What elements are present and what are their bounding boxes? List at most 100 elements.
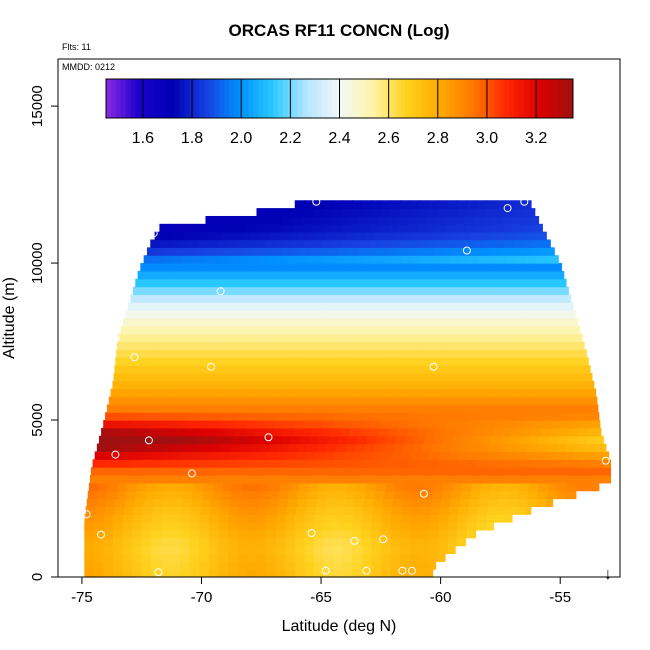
heatmap-cell xyxy=(502,467,513,476)
heatmap-cell xyxy=(309,474,321,484)
heatmap-cell xyxy=(239,255,250,264)
heatmap-cell xyxy=(205,215,216,225)
heatmap-cell xyxy=(363,255,374,264)
heatmap-cell xyxy=(159,239,171,248)
heatmap-cell xyxy=(155,482,166,492)
flight-point xyxy=(379,535,388,544)
heatmap-cell xyxy=(563,286,569,296)
heatmap-cell xyxy=(142,286,153,296)
heatmap-cell xyxy=(338,302,349,311)
heatmap-cell xyxy=(170,420,181,429)
heatmap-cell xyxy=(274,223,285,233)
heatmap-cell xyxy=(341,263,352,272)
heatmap-cell xyxy=(373,498,384,507)
heatmap-cell xyxy=(585,404,596,413)
heatmap-cell xyxy=(410,451,421,460)
heatmap-cell xyxy=(464,325,476,335)
heatmap-cell xyxy=(438,200,449,209)
heatmap-cell xyxy=(525,451,536,460)
heatmap-cell xyxy=(340,388,351,398)
heatmap-cell xyxy=(144,443,155,453)
heatmap-cell xyxy=(558,396,569,405)
colorbar-swatch xyxy=(263,79,269,118)
heatmap-cell xyxy=(570,294,572,303)
heatmap-cell xyxy=(541,325,552,335)
heatmap-cell xyxy=(447,522,458,531)
heatmap-cell xyxy=(379,223,390,233)
heatmap-cell xyxy=(542,380,554,390)
heatmap-cell xyxy=(122,522,133,531)
heatmap-cell xyxy=(266,514,277,523)
heatmap-cell xyxy=(490,341,501,350)
heatmap-cell xyxy=(151,318,162,327)
heatmap-cell xyxy=(108,396,119,405)
heatmap-cell xyxy=(494,223,505,233)
heatmap-cell xyxy=(208,529,219,539)
heatmap-cell xyxy=(537,341,549,350)
heatmap-cell xyxy=(250,349,261,358)
heatmap-cell xyxy=(505,372,516,382)
heatmap-cell xyxy=(251,482,262,492)
heatmap-cell xyxy=(518,404,529,413)
heatmap-cell xyxy=(415,215,427,225)
heatmap-cell xyxy=(197,263,208,272)
heatmap-cell xyxy=(324,286,335,296)
heatmap-cell xyxy=(424,270,435,280)
heatmap-cell xyxy=(537,404,548,413)
heatmap-cell xyxy=(396,215,407,225)
heatmap-cell xyxy=(520,474,531,484)
heatmap-cell xyxy=(285,545,296,555)
heatmap-cell xyxy=(234,388,246,398)
heatmap-cell xyxy=(134,498,145,507)
heatmap-cell xyxy=(561,263,562,272)
heatmap-cell xyxy=(534,451,545,460)
flight-point xyxy=(130,353,139,362)
heatmap-cell xyxy=(584,443,595,453)
heatmap-cell xyxy=(529,270,541,280)
heatmap-cell xyxy=(353,506,364,515)
colorbar-tick-label: 2.2 xyxy=(279,130,301,147)
heatmap-cell xyxy=(151,545,162,555)
heatmap-cell xyxy=(130,325,141,335)
heatmap-cell xyxy=(142,372,153,382)
heatmap-cell xyxy=(204,474,215,484)
heatmap-cell xyxy=(519,482,530,492)
heatmap-cell xyxy=(170,561,181,570)
heatmap-cell xyxy=(255,239,266,248)
heatmap-cell xyxy=(539,270,550,280)
heatmap-cell xyxy=(520,270,531,280)
heatmap-cell xyxy=(565,349,576,358)
heatmap-cell xyxy=(139,427,150,437)
colorbar-swatch xyxy=(415,79,422,118)
heatmap-cell xyxy=(443,396,454,405)
heatmap-cell xyxy=(170,569,181,578)
heatmap-cell xyxy=(185,333,196,343)
heatmap-cell xyxy=(247,451,258,460)
heatmap-cell xyxy=(316,443,328,453)
heatmap-cell xyxy=(141,569,152,578)
heatmap-cell xyxy=(258,412,269,421)
colorbar-swatch xyxy=(302,79,309,118)
heatmap-cell xyxy=(171,372,182,382)
heatmap-cell xyxy=(285,522,296,531)
colorbar-swatch xyxy=(410,79,417,118)
heatmap-cell xyxy=(523,239,534,248)
heatmap-cell xyxy=(208,537,219,547)
flight-point xyxy=(154,568,163,577)
heatmap-cell xyxy=(536,310,548,319)
heatmap-cell xyxy=(427,223,438,233)
heatmap-cell xyxy=(179,545,191,555)
heatmap-cell xyxy=(387,215,398,225)
heatmap-cell xyxy=(321,325,332,335)
heatmap-cell xyxy=(332,420,343,429)
heatmap-cell xyxy=(265,239,276,248)
heatmap-cell xyxy=(233,474,244,484)
heatmap-cell xyxy=(269,404,280,413)
heatmap-cell xyxy=(409,529,420,539)
heatmap-cell xyxy=(314,318,325,327)
heatmap-cell xyxy=(326,231,337,241)
heatmap-cell xyxy=(246,569,258,578)
heatmap-cell xyxy=(136,341,147,350)
heatmap-cell xyxy=(250,341,262,350)
heatmap-cell xyxy=(361,569,372,578)
